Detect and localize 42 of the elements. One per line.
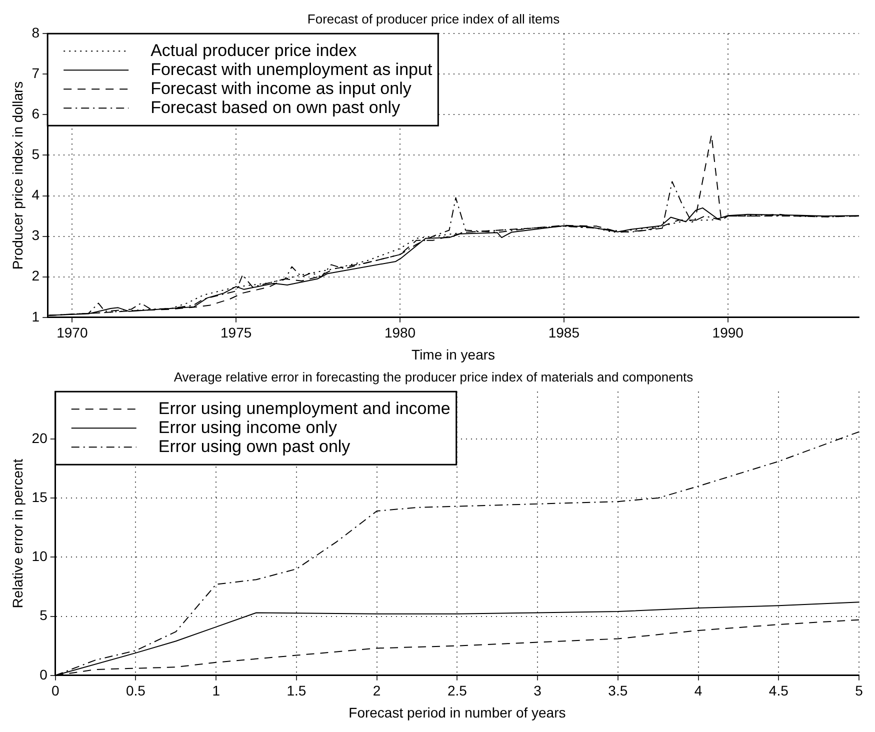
y-tick-label: 15 xyxy=(32,488,48,505)
x-tick-label: 2 xyxy=(372,682,381,699)
x-axis-title: Time in years xyxy=(412,346,496,362)
x-tick-label: 1 xyxy=(212,682,220,699)
x-tick-label: 2.5 xyxy=(447,682,468,699)
chart-title: Average relative error in forecasting the producer price index of materials and components xyxy=(174,369,694,384)
x-tick-label: 4 xyxy=(694,682,702,699)
x-tick-label: 1985 xyxy=(548,324,580,341)
x-tick-label: 5 xyxy=(855,682,864,699)
legend-label: Forecast based on own past only xyxy=(150,98,401,117)
y-axis-title: Producer price index in dollars xyxy=(9,81,26,270)
y-tick-label: 1 xyxy=(32,308,40,324)
y-tick-label: 5 xyxy=(32,146,40,162)
y-tick-label: 0 xyxy=(40,666,48,682)
legend-label: Actual producer price index xyxy=(150,40,358,60)
legend-label: Forecast with unemployment as input xyxy=(150,60,432,79)
x-tick-label: 3 xyxy=(534,682,542,699)
y-tick-label: 2 xyxy=(32,268,40,284)
y-axis-title: Relative error in percent xyxy=(9,458,26,608)
x-tick-label: 4.5 xyxy=(768,682,789,699)
y-tick-label: 8 xyxy=(32,24,40,40)
x-tick-label: 0.5 xyxy=(126,682,146,699)
y-tick-label: 5 xyxy=(40,607,48,624)
x-tick-label: 0 xyxy=(51,682,60,699)
legend-label: Error using unemployment and income xyxy=(158,398,450,418)
y-tick-label: 3 xyxy=(32,227,40,244)
x-tick-label: 1990 xyxy=(712,324,744,341)
y-tick-label: 7 xyxy=(32,65,40,81)
x-tick-label: 1975 xyxy=(220,324,252,341)
chart-title: Forecast of producer price index of all items xyxy=(307,11,560,26)
y-tick-label: 4 xyxy=(32,186,40,203)
x-tick-label: 1970 xyxy=(56,324,88,341)
x-tick-label: 1980 xyxy=(384,324,416,341)
y-tick-label: 20 xyxy=(32,430,48,446)
y-tick-label: 6 xyxy=(32,106,40,122)
legend-label: Error using income only xyxy=(158,418,338,437)
legend-label: Forecast with income as input only xyxy=(150,78,412,98)
x-axis-title: Forecast period in number of years xyxy=(348,704,566,720)
legend-label: Error using own past only xyxy=(158,436,351,456)
y-tick-label: 10 xyxy=(32,548,48,564)
x-tick-label: 1.5 xyxy=(286,682,306,699)
x-tick-label: 3.5 xyxy=(608,682,628,699)
